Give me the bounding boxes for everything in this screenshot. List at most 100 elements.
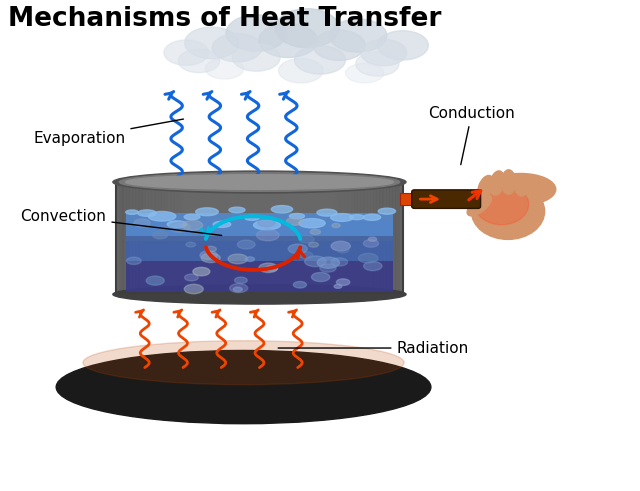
Ellipse shape — [259, 24, 317, 57]
Ellipse shape — [237, 240, 255, 249]
Bar — [389, 182, 396, 294]
Ellipse shape — [356, 52, 399, 76]
Ellipse shape — [178, 49, 220, 73]
Bar — [119, 182, 127, 294]
Ellipse shape — [358, 253, 378, 263]
Ellipse shape — [134, 219, 150, 227]
Ellipse shape — [299, 236, 314, 243]
Bar — [167, 182, 175, 294]
Ellipse shape — [332, 223, 340, 227]
Bar — [170, 182, 178, 294]
Ellipse shape — [364, 262, 382, 271]
Ellipse shape — [152, 231, 168, 239]
Ellipse shape — [138, 210, 156, 217]
Ellipse shape — [293, 281, 307, 288]
Bar — [399, 193, 415, 205]
Ellipse shape — [299, 252, 313, 259]
Ellipse shape — [212, 33, 262, 62]
Bar — [392, 182, 399, 294]
Bar — [125, 221, 394, 261]
Ellipse shape — [378, 208, 396, 214]
Ellipse shape — [363, 214, 381, 220]
Text: Radiation: Radiation — [278, 341, 468, 355]
Ellipse shape — [337, 279, 349, 285]
Ellipse shape — [313, 30, 365, 60]
Bar — [373, 182, 381, 294]
Text: Conduction: Conduction — [428, 106, 515, 164]
Bar — [125, 214, 394, 236]
Ellipse shape — [126, 210, 138, 215]
Ellipse shape — [330, 19, 387, 52]
Ellipse shape — [253, 220, 280, 230]
Ellipse shape — [200, 251, 217, 259]
Bar — [354, 182, 362, 294]
Bar — [145, 182, 152, 294]
Bar — [135, 182, 143, 294]
Bar — [376, 182, 384, 294]
Bar — [173, 182, 181, 294]
Ellipse shape — [184, 284, 204, 294]
Ellipse shape — [369, 237, 377, 241]
Bar — [351, 182, 358, 294]
Ellipse shape — [294, 46, 346, 74]
Ellipse shape — [317, 209, 337, 216]
Ellipse shape — [266, 265, 278, 272]
Ellipse shape — [275, 9, 339, 48]
Ellipse shape — [271, 206, 292, 213]
Ellipse shape — [467, 195, 492, 216]
Ellipse shape — [490, 171, 504, 195]
Ellipse shape — [233, 287, 243, 292]
Ellipse shape — [308, 242, 319, 247]
Ellipse shape — [364, 240, 379, 247]
Ellipse shape — [317, 257, 339, 268]
Ellipse shape — [502, 170, 516, 194]
Ellipse shape — [230, 284, 248, 293]
Ellipse shape — [331, 214, 353, 221]
Bar — [360, 182, 368, 294]
Ellipse shape — [320, 264, 336, 272]
Bar — [386, 182, 394, 294]
Ellipse shape — [478, 175, 493, 198]
Bar — [370, 182, 378, 294]
Bar — [380, 182, 387, 294]
Ellipse shape — [113, 285, 406, 304]
Ellipse shape — [310, 229, 321, 234]
Ellipse shape — [524, 181, 537, 200]
Bar — [138, 182, 146, 294]
Ellipse shape — [349, 215, 364, 219]
Ellipse shape — [148, 212, 176, 221]
FancyBboxPatch shape — [412, 190, 481, 208]
Ellipse shape — [289, 214, 305, 218]
Bar — [141, 182, 149, 294]
Ellipse shape — [119, 173, 399, 191]
Ellipse shape — [196, 208, 218, 216]
Ellipse shape — [334, 284, 342, 288]
Bar — [383, 182, 390, 294]
Bar — [395, 182, 403, 294]
Ellipse shape — [146, 276, 164, 285]
Bar — [335, 182, 342, 294]
Ellipse shape — [127, 257, 141, 265]
Ellipse shape — [486, 173, 556, 205]
Bar — [164, 182, 172, 294]
Bar — [338, 182, 346, 294]
Ellipse shape — [201, 253, 220, 263]
Ellipse shape — [234, 277, 247, 283]
Ellipse shape — [182, 220, 203, 230]
Ellipse shape — [83, 341, 404, 384]
Ellipse shape — [184, 274, 198, 281]
Ellipse shape — [113, 171, 406, 193]
Ellipse shape — [312, 273, 330, 281]
Ellipse shape — [228, 254, 248, 264]
Ellipse shape — [170, 222, 190, 232]
Ellipse shape — [232, 44, 280, 71]
Ellipse shape — [56, 351, 431, 424]
Ellipse shape — [288, 244, 307, 254]
Ellipse shape — [258, 218, 275, 227]
Ellipse shape — [259, 263, 278, 273]
Ellipse shape — [361, 39, 406, 66]
Ellipse shape — [125, 175, 394, 190]
Ellipse shape — [226, 15, 287, 52]
Bar — [344, 182, 352, 294]
Ellipse shape — [205, 246, 216, 252]
